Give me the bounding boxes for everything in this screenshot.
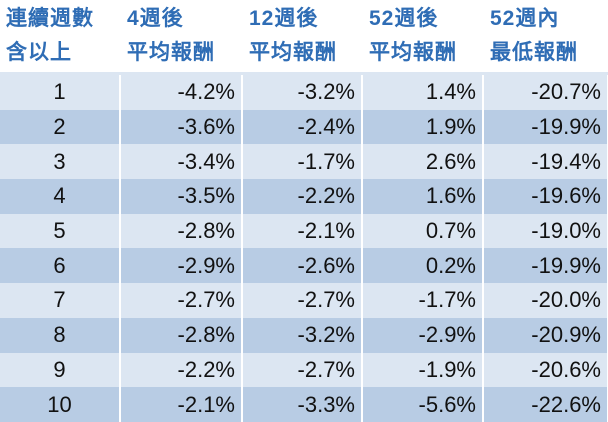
value-cell: 1.4% — [362, 73, 484, 110]
value-cell: -1.7% — [362, 283, 484, 318]
value-cell: -3.5% — [120, 179, 243, 214]
week-count-cell: 4 — [0, 179, 121, 214]
header-line: 52週後 — [369, 7, 439, 30]
value-cell: -20.7% — [483, 73, 608, 110]
value-cell: -2.2% — [120, 352, 243, 388]
value-cell: -22.6% — [483, 387, 608, 422]
table-row: 4 -3.5% -2.2% 1.6% -19.6% — [0, 179, 608, 214]
value-cell: -19.4% — [483, 144, 608, 180]
value-cell: -2.6% — [242, 248, 363, 284]
header-cell: 4週後平均報酬 — [120, 0, 243, 75]
value-cell: -19.9% — [483, 248, 608, 284]
table-row: 7 -2.7% -2.7% -1.7% -20.0% — [0, 283, 608, 318]
value-cell: -2.7% — [242, 352, 363, 388]
table-row: 2 -3.6% -2.4% 1.9% -19.9% — [0, 109, 608, 145]
header-line: 52週內 — [490, 7, 560, 30]
value-cell: -2.1% — [242, 213, 363, 249]
value-cell: -1.9% — [362, 352, 484, 388]
value-cell: -3.2% — [242, 317, 363, 353]
header-line: 連續週數 — [6, 7, 94, 30]
week-count-cell: 7 — [0, 283, 121, 318]
value-cell: -2.8% — [120, 317, 243, 353]
week-count-cell: 10 — [0, 387, 121, 422]
header-line: 12週後 — [249, 7, 319, 30]
value-cell: -2.9% — [120, 248, 243, 284]
week-count-cell: 1 — [0, 73, 121, 110]
value-cell: -19.0% — [483, 213, 608, 249]
header-line: 4週後 — [127, 7, 184, 30]
header-line: 含以上 — [6, 41, 72, 64]
week-count-cell: 2 — [0, 109, 121, 145]
table-row: 5 -2.8% -2.1% 0.7% -19.0% — [0, 213, 608, 249]
value-cell: -4.2% — [120, 73, 243, 110]
header-cell: 52週內最低報酬 — [483, 0, 608, 75]
table-row: 10 -2.1% -3.3% -5.6% -22.6% — [0, 387, 608, 422]
value-cell: -2.4% — [242, 109, 363, 145]
value-cell: -5.6% — [362, 387, 484, 422]
value-cell: -20.0% — [483, 283, 608, 318]
value-cell: -2.9% — [362, 317, 484, 353]
week-count-cell: 6 — [0, 248, 121, 284]
header-line: 平均報酬 — [127, 41, 215, 64]
table-row: 9 -2.2% -2.7% -1.9% -20.6% — [0, 352, 608, 388]
table-row: 8 -2.8% -3.2% -2.9% -20.9% — [0, 317, 608, 353]
week-count-cell: 5 — [0, 213, 121, 249]
header-cell: 52週後平均報酬 — [362, 0, 484, 75]
table-body: 1 -4.2% -3.2% 1.4% -20.7% 2 -3.6% -2.4% 1.9% -19.… — [0, 73, 608, 422]
week-count-cell: 8 — [0, 317, 121, 353]
header-row: 連續週數 含以上 4週後 平均報酬 12週後 平均報酬 52週後 平均報酬 52週內 最低報酬 — [0, 0, 608, 75]
value-cell: -19.6% — [483, 179, 608, 214]
value-cell: -2.7% — [242, 283, 363, 318]
value-cell: -3.3% — [242, 387, 363, 422]
table-row: 1 -4.2% -3.2% 1.4% -20.7% — [0, 73, 608, 110]
value-cell: 0.2% — [362, 248, 484, 284]
table-row: 6 -2.9% -2.6% 0.2% -19.9% — [0, 248, 608, 284]
week-count-cell: 3 — [0, 144, 121, 180]
value-cell: -2.1% — [120, 387, 243, 422]
header-line: 平均報酬 — [369, 41, 457, 64]
value-cell: -2.2% — [242, 179, 363, 214]
value-cell: -3.4% — [120, 144, 243, 180]
header-line: 最低報酬 — [490, 41, 578, 64]
value-cell: -3.6% — [120, 109, 243, 145]
header-line: 平均報酬 — [249, 41, 337, 64]
week-count-cell: 9 — [0, 352, 121, 388]
value-cell: -20.6% — [483, 352, 608, 388]
header-cell: 12週後平均報酬 — [242, 0, 363, 75]
header-cell: 連續週數 含以上 — [0, 0, 121, 75]
value-cell: -19.9% — [483, 109, 608, 145]
value-cell: -3.2% — [242, 73, 363, 110]
value-cell: -20.9% — [483, 317, 608, 353]
value-cell: -2.8% — [120, 213, 243, 249]
value-cell: 0.7% — [362, 213, 484, 249]
value-cell: -1.7% — [242, 144, 363, 180]
value-cell: 1.9% — [362, 109, 484, 145]
value-cell: -2.7% — [120, 283, 243, 318]
table-row: 3 -3.4% -1.7% 2.6% -19.4% — [0, 144, 608, 180]
value-cell: 1.6% — [362, 179, 484, 214]
value-cell: 2.6% — [362, 144, 484, 180]
